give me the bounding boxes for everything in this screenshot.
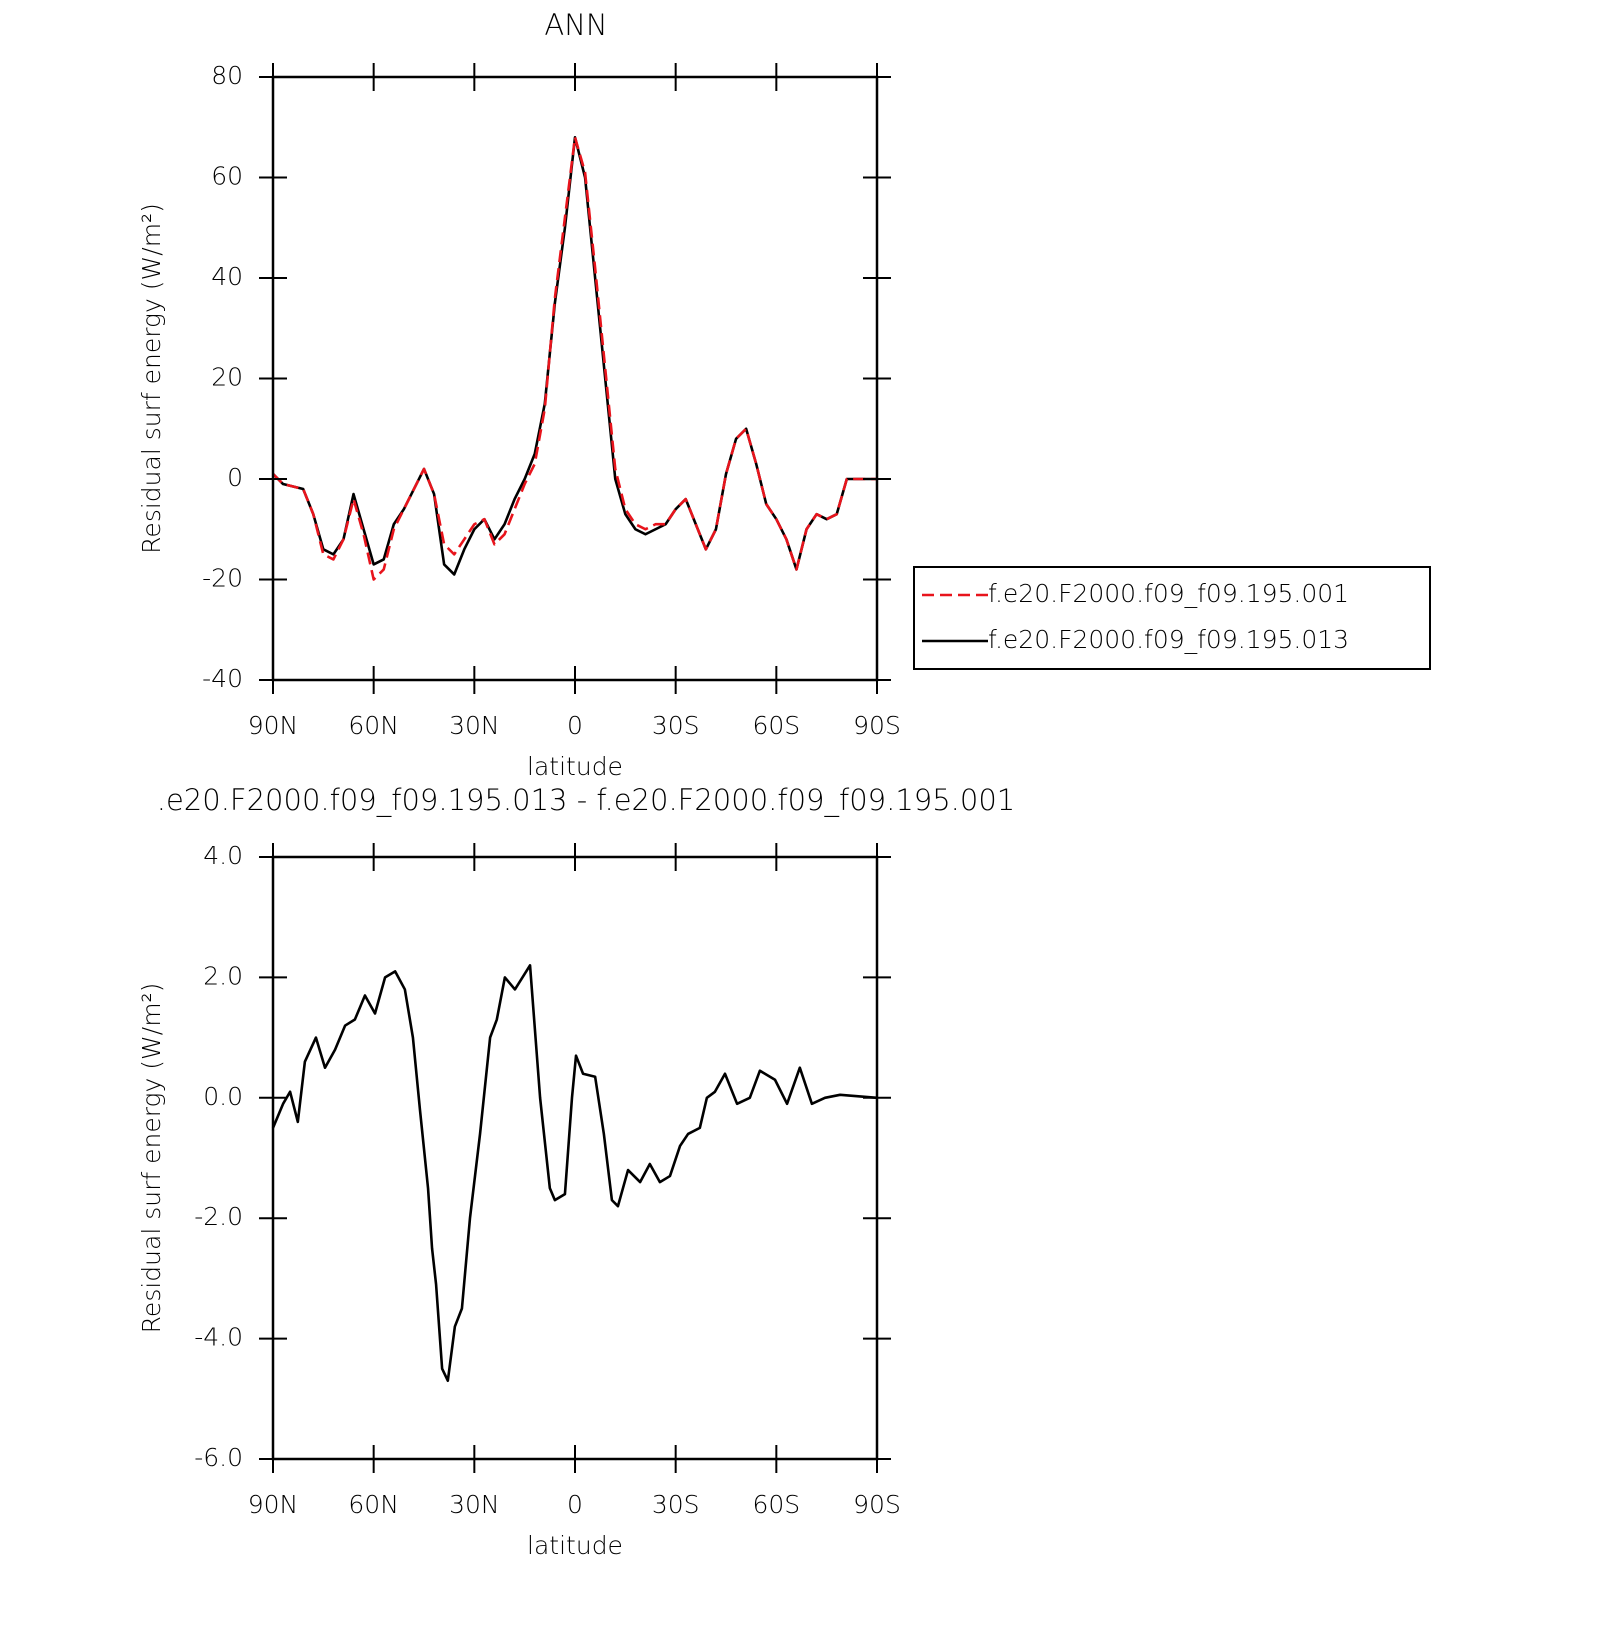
x-tick-label: 60S <box>752 1490 800 1519</box>
y-tick-label: 2.0 <box>203 961 243 990</box>
y-tick-label: -4.0 <box>194 1323 243 1352</box>
chart-title: ANN <box>544 8 607 42</box>
y-tick-label: -40 <box>202 664 243 693</box>
x-tick-label: 60N <box>348 711 399 740</box>
x-tick-label: 60N <box>348 1490 399 1519</box>
y-tick-label: 40 <box>211 262 243 291</box>
chart-title: .e20.F2000.f09_f09.195.013 - f.e20.F2000… <box>157 783 1016 818</box>
y-tick-label: 0 <box>227 463 243 492</box>
y-tick-label: 4.0 <box>203 841 243 870</box>
x-tick-label: 30S <box>652 1490 700 1519</box>
legend-label: f.e20.F2000.f09_f09.195.001 <box>988 579 1349 608</box>
data-line <box>271 964 878 1383</box>
y-tick-label: 60 <box>211 162 243 191</box>
x-tick-label: 30N <box>449 1490 500 1519</box>
x-axis-label: latitude <box>527 752 623 781</box>
x-tick-label: 0 <box>567 711 583 740</box>
x-tick-label: 0 <box>567 1490 583 1519</box>
y-tick-label: 20 <box>211 363 243 392</box>
x-tick-label: 60S <box>752 711 800 740</box>
x-tick-label: 90N <box>248 711 299 740</box>
y-tick-label: -2.0 <box>194 1202 243 1231</box>
data-line <box>272 136 877 576</box>
x-tick-label: 30N <box>449 711 500 740</box>
x-tick-label: 90S <box>853 711 901 740</box>
y-axis-label: Residual surf energy (W/m²) <box>137 983 166 1334</box>
y-axis-label: Residual surf energy (W/m²) <box>137 203 166 554</box>
data-line <box>272 136 877 581</box>
y-tick-label: 0.0 <box>203 1082 243 1111</box>
legend-box <box>913 566 1431 670</box>
x-tick-label: 90S <box>853 1490 901 1519</box>
x-tick-label: 90N <box>248 1490 299 1519</box>
legend-label: f.e20.F2000.f09_f09.195.013 <box>988 625 1349 654</box>
y-tick-label: 80 <box>211 61 243 90</box>
y-tick-label: -20 <box>202 564 243 593</box>
x-tick-label: 30S <box>652 711 700 740</box>
y-tick-label: -6.0 <box>194 1443 243 1472</box>
plot-frame <box>271 855 879 1461</box>
legend: f.e20.F2000.f09_f09.195.001 f.e20.F2000.f… <box>913 566 1431 670</box>
x-axis-label: latitude <box>527 1531 623 1560</box>
plot-frame <box>271 75 879 682</box>
